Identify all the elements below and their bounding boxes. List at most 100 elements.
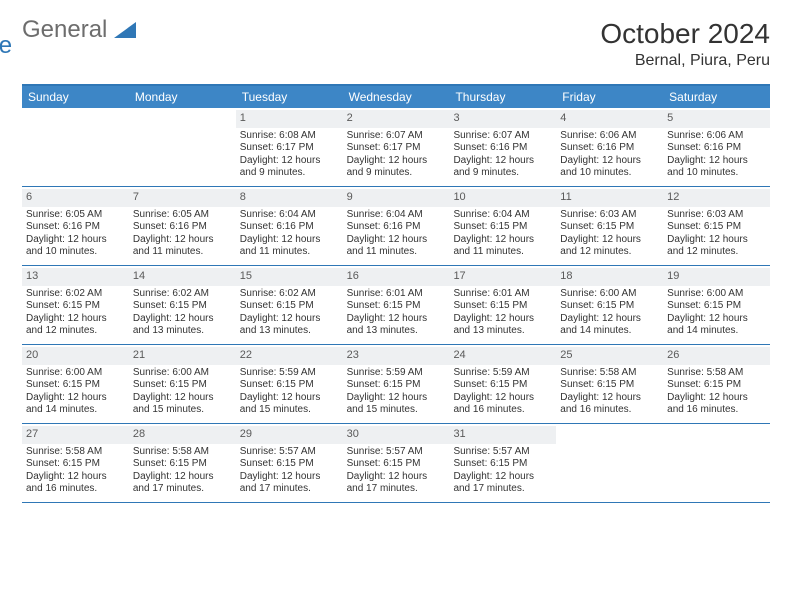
calendar-day: 21Sunrise: 6:00 AMSunset: 6:15 PMDayligh…	[129, 345, 236, 423]
sunset-text: Sunset: 6:16 PM	[347, 221, 446, 234]
calendar-day: 5Sunrise: 6:06 AMSunset: 6:16 PMDaylight…	[663, 108, 770, 186]
calendar-week: 6Sunrise: 6:05 AMSunset: 6:16 PMDaylight…	[22, 187, 770, 266]
sunrise-text: Sunrise: 6:03 AM	[667, 209, 766, 222]
daylight-text: and 10 minutes.	[667, 167, 766, 180]
daylight-text: Daylight: 12 hours	[453, 155, 552, 168]
day-number: 14	[129, 268, 236, 286]
sunset-text: Sunset: 6:15 PM	[347, 300, 446, 313]
sunrise-text: Sunrise: 5:57 AM	[240, 446, 339, 459]
day-number: 11	[556, 189, 663, 207]
sunrise-text: Sunrise: 6:06 AM	[667, 130, 766, 143]
sunrise-text: Sunrise: 6:01 AM	[453, 288, 552, 301]
sunrise-text: Sunrise: 6:06 AM	[560, 130, 659, 143]
daylight-text: Daylight: 12 hours	[453, 392, 552, 405]
sunrise-text: Sunrise: 5:59 AM	[347, 367, 446, 380]
daylight-text: and 14 minutes.	[26, 404, 125, 417]
daylight-text: and 12 minutes.	[560, 246, 659, 259]
calendar-week: 27Sunrise: 5:58 AMSunset: 6:15 PMDayligh…	[22, 424, 770, 503]
day-number: 8	[236, 189, 343, 207]
calendar-day: 17Sunrise: 6:01 AMSunset: 6:15 PMDayligh…	[449, 266, 556, 344]
sunset-text: Sunset: 6:15 PM	[133, 458, 232, 471]
sunrise-text: Sunrise: 6:04 AM	[347, 209, 446, 222]
day-number: 5	[663, 110, 770, 128]
daylight-text: and 13 minutes.	[240, 325, 339, 338]
sunset-text: Sunset: 6:15 PM	[26, 458, 125, 471]
day-header: Tuesday	[236, 86, 343, 108]
calendar-day: 9Sunrise: 6:04 AMSunset: 6:16 PMDaylight…	[343, 187, 450, 265]
day-header: Wednesday	[343, 86, 450, 108]
daylight-text: and 13 minutes.	[133, 325, 232, 338]
day-header: Thursday	[449, 86, 556, 108]
calendar-day: 12Sunrise: 6:03 AMSunset: 6:15 PMDayligh…	[663, 187, 770, 265]
calendar-day: 27 Sunrise: 5:58 AMSunset: 6:15 PMDayligh…	[22, 424, 129, 502]
calendar-day: 18Sunrise: 6:00 AMSunset: 6:15 PMDayligh…	[556, 266, 663, 344]
daylight-text: Daylight: 12 hours	[560, 234, 659, 247]
page-header: General Blue October 2024 Bernal, Piura,…	[22, 18, 770, 70]
day-number: 2	[343, 110, 450, 128]
sunset-text: Sunset: 6:16 PM	[453, 142, 552, 155]
sunset-text: Sunset: 6:16 PM	[26, 221, 125, 234]
day-number: 19	[663, 268, 770, 286]
title-block: October 2024 Bernal, Piura, Peru	[600, 18, 770, 70]
daylight-text: and 10 minutes.	[26, 246, 125, 259]
sunrise-text: Sunrise: 6:00 AM	[667, 288, 766, 301]
daylight-text: Daylight: 12 hours	[560, 155, 659, 168]
daylight-text: and 16 minutes.	[667, 404, 766, 417]
calendar-day: 23Sunrise: 5:59 AMSunset: 6:15 PMDayligh…	[343, 345, 450, 423]
daylight-text: Daylight: 12 hours	[347, 392, 446, 405]
daylight-text: and 14 minutes.	[560, 325, 659, 338]
daylight-text: Daylight: 12 hours	[667, 155, 766, 168]
calendar: Sunday Monday Tuesday Wednesday Thursday…	[22, 84, 770, 503]
daylight-text: Daylight: 12 hours	[560, 313, 659, 326]
daylight-text: Daylight: 12 hours	[133, 471, 232, 484]
daylight-text: Daylight: 12 hours	[26, 234, 125, 247]
sunset-text: Sunset: 6:15 PM	[133, 379, 232, 392]
sunrise-text: Sunrise: 6:02 AM	[26, 288, 125, 301]
sunrise-text: Sunrise: 6:05 AM	[26, 209, 125, 222]
sunset-text: Sunset: 6:15 PM	[667, 221, 766, 234]
calendar-day: 15Sunrise: 6:02 AMSunset: 6:15 PMDayligh…	[236, 266, 343, 344]
daylight-text: Daylight: 12 hours	[453, 234, 552, 247]
sunrise-text: Sunrise: 5:58 AM	[560, 367, 659, 380]
daylight-text: and 12 minutes.	[26, 325, 125, 338]
sunrise-text: Sunrise: 6:01 AM	[347, 288, 446, 301]
daylight-text: and 15 minutes.	[240, 404, 339, 417]
day-number: 3	[449, 110, 556, 128]
sunrise-text: Sunrise: 6:03 AM	[560, 209, 659, 222]
sunrise-text: Sunrise: 5:59 AM	[240, 367, 339, 380]
sunrise-text: Sunrise: 5:59 AM	[453, 367, 552, 380]
day-number: 23	[343, 347, 450, 365]
day-number: 6	[22, 189, 129, 207]
sunrise-text: Sunrise: 6:04 AM	[240, 209, 339, 222]
sunrise-text: Sunrise: 5:58 AM	[26, 446, 125, 459]
sunset-text: Sunset: 6:15 PM	[560, 300, 659, 313]
calendar-day: 29Sunrise: 5:57 AMSunset: 6:15 PMDayligh…	[236, 424, 343, 502]
day-number: 10	[449, 189, 556, 207]
sunset-text: Sunset: 6:15 PM	[453, 221, 552, 234]
sunset-text: Sunset: 6:15 PM	[26, 379, 125, 392]
sunset-text: Sunset: 6:15 PM	[240, 458, 339, 471]
sunset-text: Sunset: 6:16 PM	[560, 142, 659, 155]
calendar-day-empty	[129, 108, 236, 186]
sunrise-text: Sunrise: 5:58 AM	[133, 446, 232, 459]
day-number: 29	[236, 426, 343, 444]
daylight-text: Daylight: 12 hours	[26, 313, 125, 326]
sunset-text: Sunset: 6:15 PM	[453, 300, 552, 313]
day-header-row: Sunday Monday Tuesday Wednesday Thursday…	[22, 86, 770, 108]
daylight-text: and 15 minutes.	[347, 404, 446, 417]
calendar-day: 1Sunrise: 6:08 AMSunset: 6:17 PMDaylight…	[236, 108, 343, 186]
sunrise-text: Sunrise: 6:07 AM	[453, 130, 552, 143]
daylight-text: and 16 minutes.	[453, 404, 552, 417]
day-number: 9	[343, 189, 450, 207]
calendar-day: 25Sunrise: 5:58 AMSunset: 6:15 PMDayligh…	[556, 345, 663, 423]
sunrise-text: Sunrise: 6:04 AM	[453, 209, 552, 222]
sunset-text: Sunset: 6:15 PM	[453, 379, 552, 392]
sunrise-text: Sunrise: 6:08 AM	[240, 130, 339, 143]
sunrise-text: Sunrise: 6:00 AM	[26, 367, 125, 380]
calendar-week: 13Sunrise: 6:02 AMSunset: 6:15 PMDayligh…	[22, 266, 770, 345]
daylight-text: Daylight: 12 hours	[26, 471, 125, 484]
sunrise-text: Sunrise: 5:58 AM	[667, 367, 766, 380]
day-number: 30	[343, 426, 450, 444]
sunset-text: Sunset: 6:15 PM	[240, 300, 339, 313]
day-number: 27	[22, 426, 129, 444]
